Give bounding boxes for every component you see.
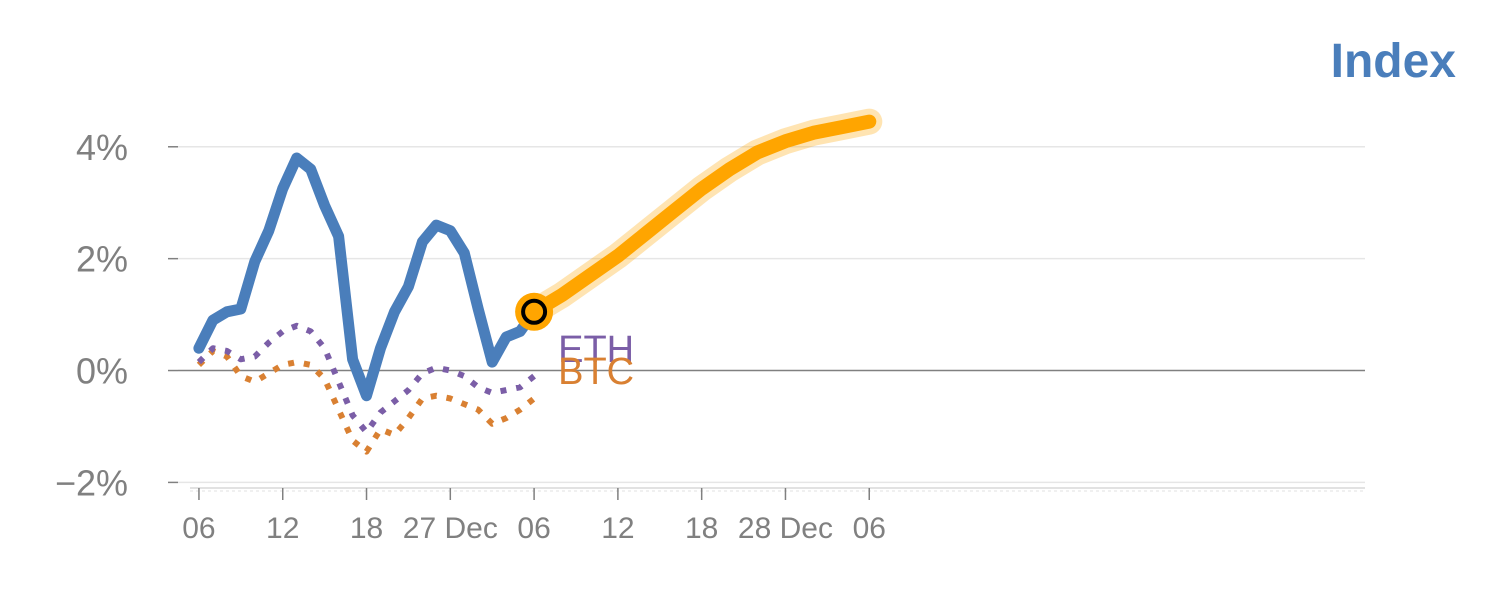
y-tick-label: 2% — [76, 239, 128, 280]
chart-title-holder: Index — [1331, 34, 1456, 89]
y-tick-label: −2% — [55, 462, 128, 503]
x-tick-label: 18 — [685, 512, 718, 545]
x-tick-label: 06 — [517, 512, 550, 545]
y-tick-label: 4% — [76, 127, 128, 168]
x-tick-label: 06 — [182, 512, 215, 545]
chart-title: Index — [1330, 35, 1456, 88]
eth-series-label: ETH — [558, 329, 634, 371]
series-lines — [193, 108, 883, 455]
index-series-line — [193, 152, 540, 402]
x-tick-label: 18 — [350, 512, 383, 545]
forecast-line — [527, 114, 877, 319]
grid-lines — [178, 146, 1365, 484]
axes: −2% 0% 2% 4% 06 12 18 27 Dec 06 12 18 28 Dec 06 — [55, 127, 1365, 545]
y-tick-label: 0% — [76, 351, 128, 392]
x-tick-label: 12 — [266, 512, 299, 545]
x-tick-label: 28 Dec — [738, 512, 833, 545]
current-point-marker — [521, 298, 548, 325]
x-tick-label: 12 — [601, 512, 634, 545]
btc-series-label: BTC — [558, 351, 634, 393]
x-tick-label: 06 — [853, 512, 886, 545]
btc-series-line — [196, 348, 536, 455]
x-tick-label: 27 Dec — [403, 512, 498, 545]
eth-series-line — [196, 322, 536, 436]
